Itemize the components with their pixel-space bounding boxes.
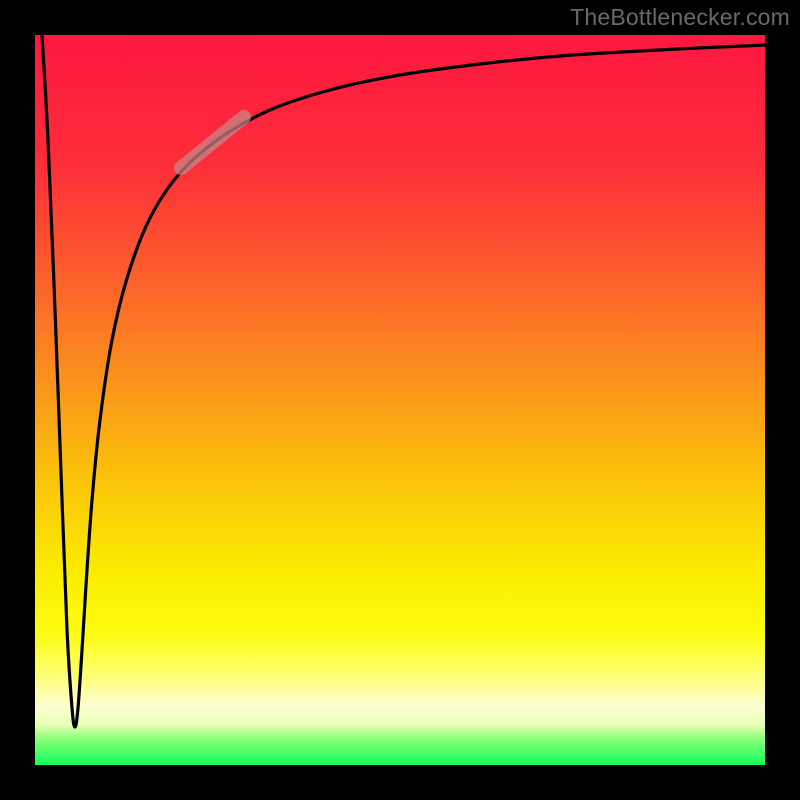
chart-frame: TheBottlenecker.com <box>0 0 800 800</box>
watermark-text: TheBottlenecker.com <box>570 4 790 31</box>
chart-plot-area <box>35 35 765 765</box>
